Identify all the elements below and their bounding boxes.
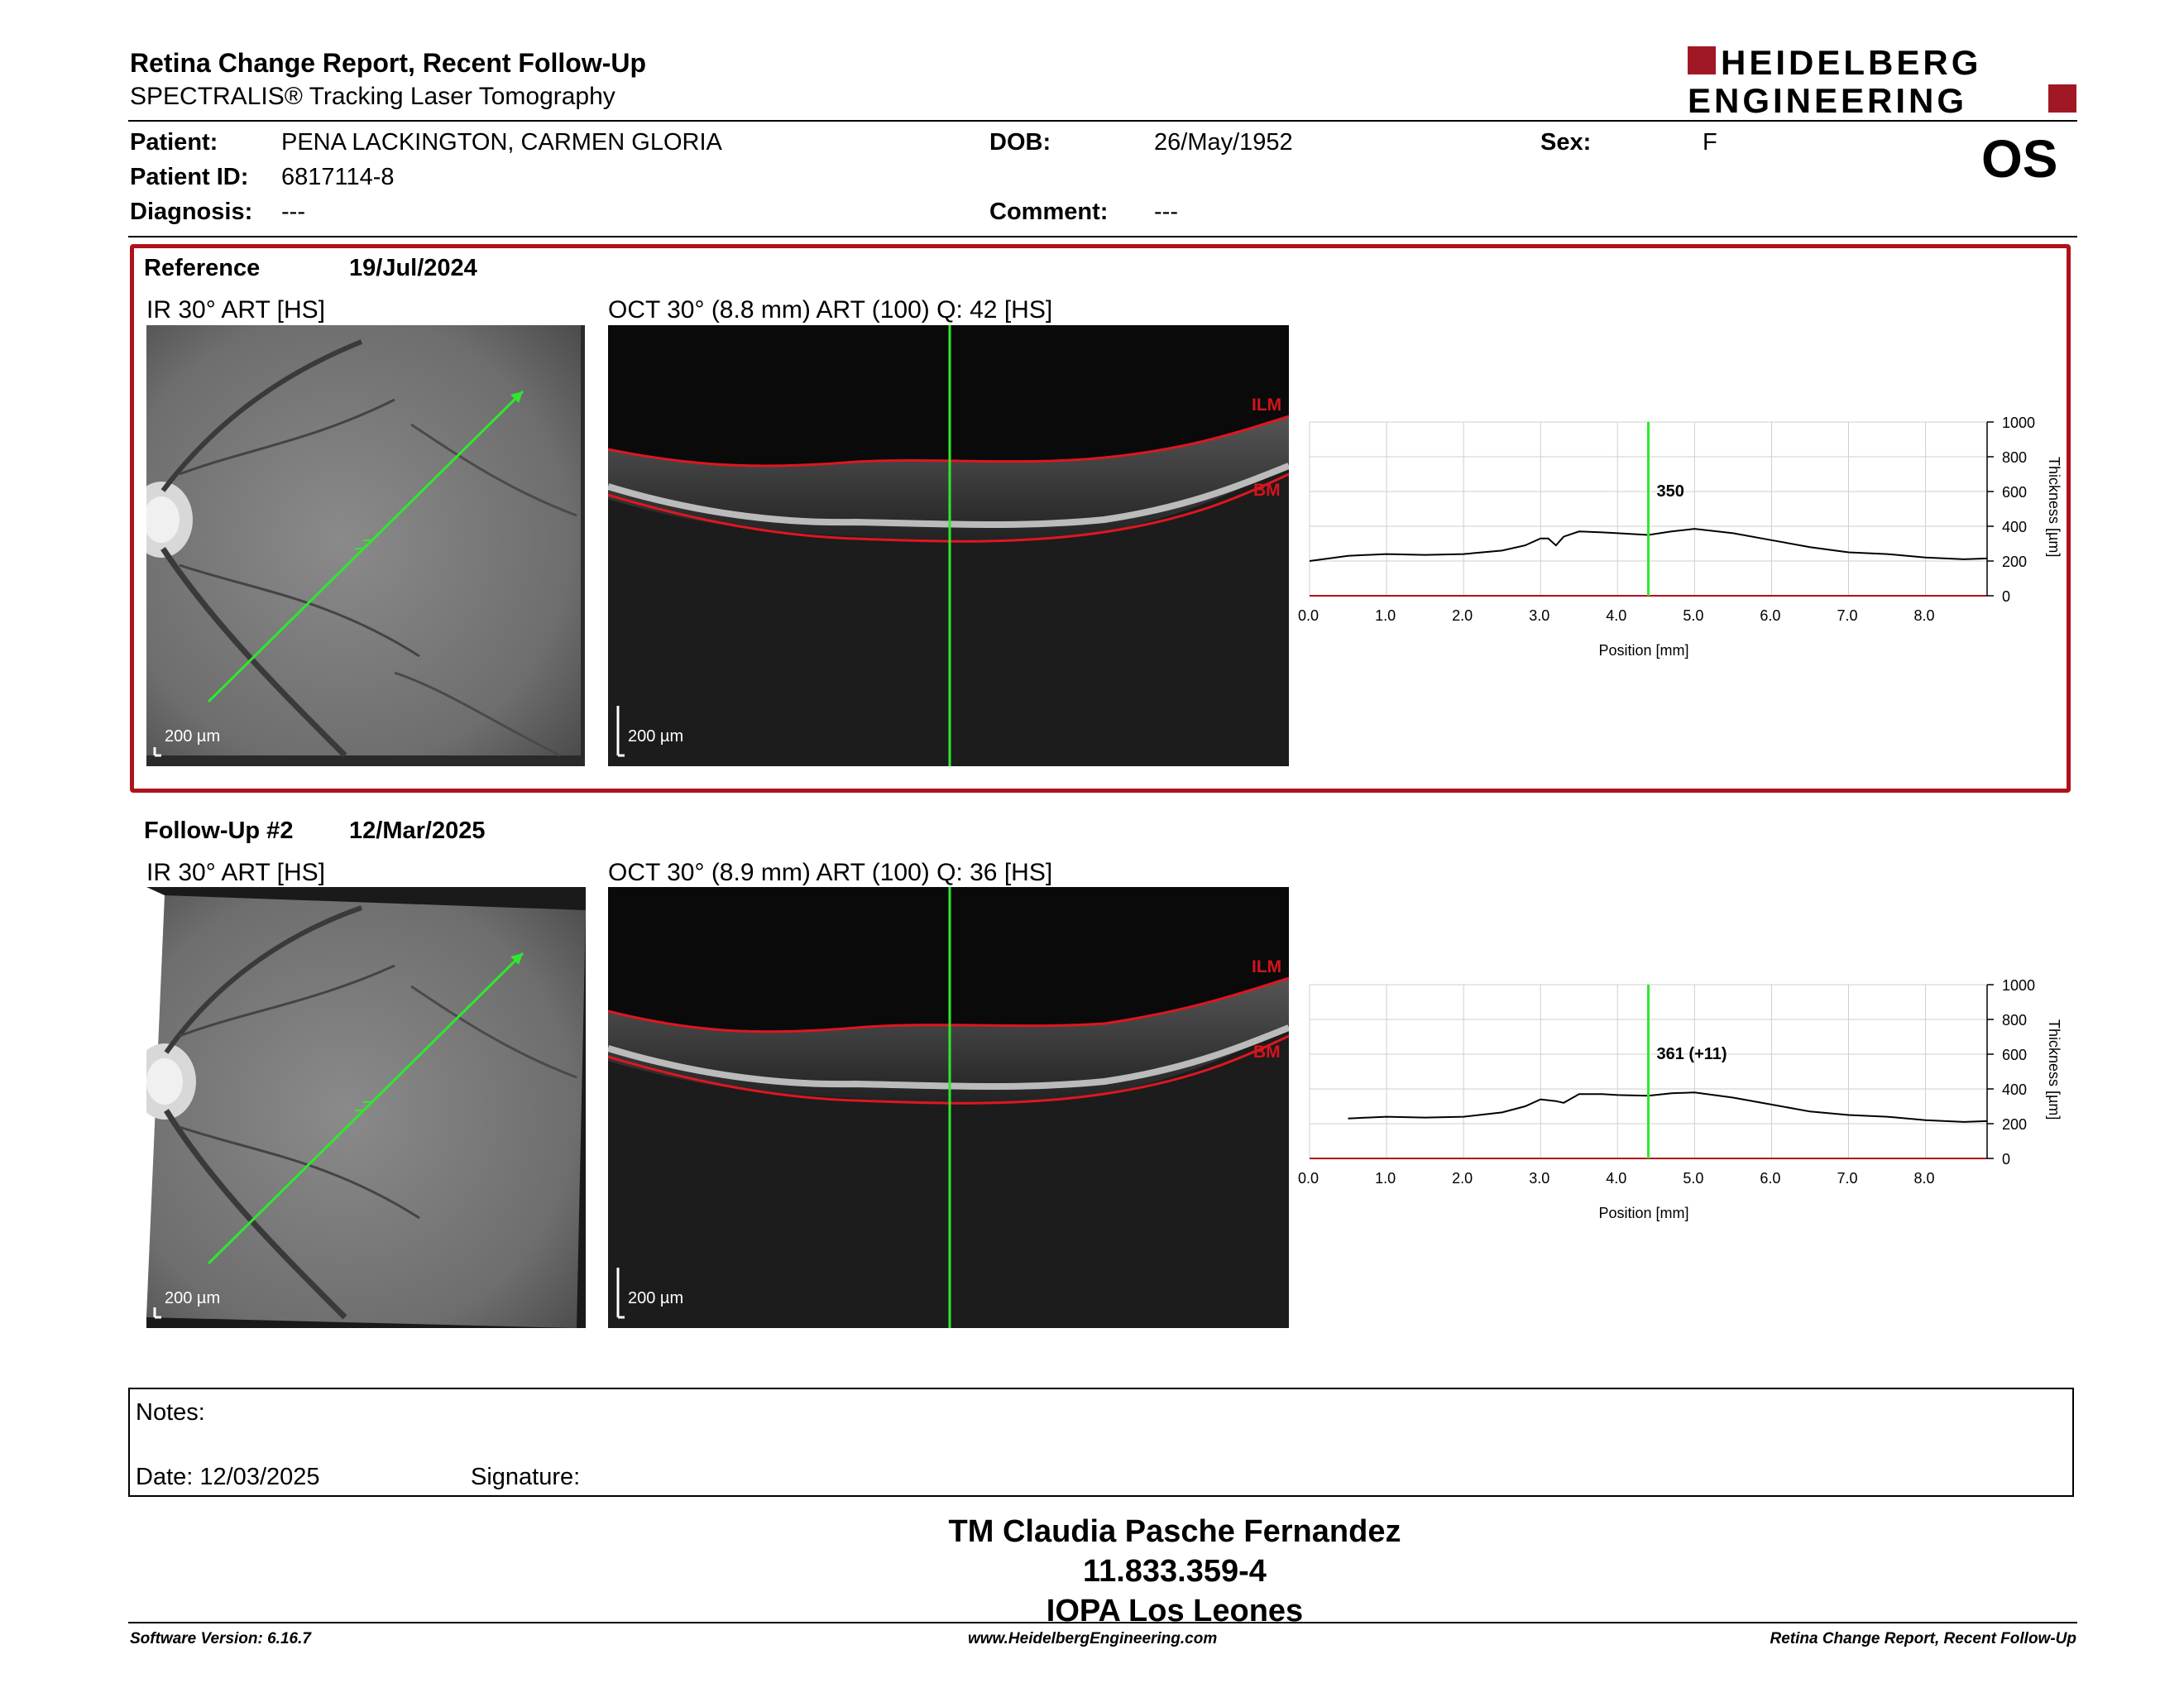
followup-chart-ytick-label: 1000 (2002, 977, 2035, 994)
followup-chart-xtick-label: 5.0 (1683, 1170, 1703, 1187)
followup-ilm-label: ILM (1252, 957, 1282, 976)
followup-chart-xtick-label: 2.0 (1452, 1170, 1473, 1187)
footer-report-name: Retina Change Report, Recent Follow-Up (1770, 1630, 2076, 1647)
followup-ir-fundus-image: 200 µm (146, 887, 586, 1328)
followup-chart-xtick-label: 8.0 (1914, 1170, 1935, 1187)
patient-id-label: Patient ID: (130, 164, 249, 190)
comment-label: Comment: (989, 199, 1109, 225)
followup-ir-scale: 200 µm (165, 1289, 221, 1307)
followup-chart-ytick-label: 400 (2002, 1081, 2027, 1098)
followup-bm-label: BM (1253, 1043, 1281, 1062)
notes-label: Notes: (136, 1399, 205, 1426)
software-version: Software Version: 6.16.7 (130, 1630, 311, 1647)
reference-chart-ytick-label: 600 (2002, 484, 2027, 501)
reference-chart-xtick-label: 6.0 (1760, 607, 1780, 624)
reference-oct-bscan: ILM BM 200 µm (608, 325, 1289, 766)
notes-date: Date: 12/03/2025 (136, 1464, 320, 1490)
reference-chart-ytick-label: 0 (2002, 588, 2010, 605)
signature-label: Signature: (471, 1464, 581, 1490)
reference-date: 19/Jul/2024 (349, 255, 477, 281)
reference-label: Reference (144, 255, 261, 281)
followup-chart-xtick-label: 3.0 (1529, 1170, 1549, 1187)
svg-text:HEIDELBERG: HEIDELBERG (1721, 43, 1981, 82)
diagnosis-label: Diagnosis: (130, 199, 253, 225)
reference-thickness-chart: 0 200 400 600 800 1000 0.0 1.0 2.0 3.0 4.0 5.0 6.0 7.… (1298, 415, 2062, 659)
followup-oct-bscan: ILM BM 200 µm (608, 887, 1289, 1328)
reference-ir-fundus-image: 200 µm (146, 325, 585, 766)
followup-chart-xtick-label: 7.0 (1837, 1170, 1857, 1187)
comment-value: --- (1154, 199, 1178, 225)
patient-divider (128, 236, 2077, 237)
dob-value: 26/May/1952 (1154, 129, 1293, 156)
reference-chart-xtick-label: 3.0 (1529, 607, 1549, 624)
reference-chart-y-axis-label: Thickness [µm] (2046, 457, 2062, 557)
reference-highlight-box (130, 244, 2071, 793)
followup-chart-thickness-line (1348, 1091, 1988, 1123)
reference-ir-scale: 200 µm (165, 727, 221, 746)
patient-name: PENA LACKINGTON, CARMEN GLORIA (281, 129, 722, 156)
followup-date: 12/Mar/2025 (349, 818, 486, 844)
heidelberg-logo: HEIDELBERG ENGINEERING (1688, 43, 2076, 120)
reference-chart-ytick-label: 200 (2002, 554, 2027, 570)
sex-label: Sex: (1540, 129, 1592, 156)
report-subtitle: SPECTRALIS® Tracking Laser Tomography (130, 83, 615, 110)
header-divider (128, 120, 2077, 122)
sex-value: F (1703, 129, 1717, 156)
followup-chart-ytick-label: 0 (2002, 1151, 2010, 1168)
reference-chart-ytick-label: 400 (2002, 519, 2027, 535)
reference-bm-label: BM (1253, 481, 1281, 500)
followup-chart-ytick-label: 200 (2002, 1116, 2027, 1133)
signer-name: TM Claudia Pasche Fernandez (948, 1514, 1401, 1549)
reference-chart-x-axis-label: Position [mm] (1599, 642, 1689, 659)
dob-label: DOB: (989, 129, 1051, 156)
reference-chart-ytick-label: 800 (2002, 449, 2027, 466)
eye-indicator: OS (1981, 129, 2058, 189)
reference-chart-xtick-label: 4.0 (1606, 607, 1626, 624)
signer-rut: 11.833.359-4 (1083, 1554, 1267, 1589)
reference-oct-scale: 200 µm (628, 727, 684, 746)
reference-chart-xtick-label: 7.0 (1837, 607, 1857, 624)
reference-chart-xtick-label: 5.0 (1683, 607, 1703, 624)
signer-clinic: IOPA Los Leones (1046, 1594, 1304, 1628)
reference-chart-xtick-label: 2.0 (1452, 607, 1473, 624)
notes-box: Notes: Date: 12/03/2025 Signature: (128, 1388, 2074, 1497)
followup-chart-xtick-label: 6.0 (1760, 1170, 1780, 1187)
patient-id: 6817114-8 (281, 164, 395, 190)
followup-chart-ytick-label: 600 (2002, 1047, 2027, 1063)
followup-chart-xtick-label: 1.0 (1375, 1170, 1396, 1187)
reference-chart-ytick-label: 1000 (2002, 415, 2035, 431)
followup-chart-x-axis-label: Position [mm] (1599, 1205, 1689, 1221)
reference-chart-thickness-line (1309, 528, 1988, 562)
reference-ir-label: IR 30° ART [HS] (146, 296, 325, 324)
followup-label: Follow-Up #2 (144, 818, 294, 844)
reference-chart-marker-value: 350 (1657, 482, 1684, 501)
diagnosis-value: --- (281, 199, 305, 225)
report-title: Retina Change Report, Recent Follow-Up (130, 48, 647, 78)
reference-chart-xtick-label: 0.0 (1298, 607, 1319, 624)
followup-chart-y-axis-label: Thickness [µm] (2046, 1019, 2062, 1120)
reference-ilm-label: ILM (1252, 396, 1282, 415)
followup-oct-label: OCT 30° (8.9 mm) ART (100) Q: 36 [HS] (608, 859, 1053, 886)
followup-oct-scale: 200 µm (628, 1289, 684, 1307)
svg-text:ENGINEERING: ENGINEERING (1688, 81, 1967, 117)
patient-label: Patient: (130, 129, 218, 156)
reference-chart-xtick-label: 1.0 (1375, 607, 1396, 624)
followup-chart-xtick-label: 0.0 (1298, 1170, 1319, 1187)
reference-oct-label: OCT 30° (8.8 mm) ART (100) Q: 42 [HS] (608, 296, 1053, 324)
reference-chart-xtick-label: 8.0 (1914, 607, 1935, 624)
followup-chart-ytick-label: 800 (2002, 1012, 2027, 1029)
followup-ir-label: IR 30° ART [HS] (146, 859, 325, 886)
footer-divider (128, 1622, 2077, 1623)
followup-thickness-chart: 0 200 400 600 800 1000 0.0 1.0 2.0 3.0 4.0 5.0 6.0 7.… (1298, 977, 2062, 1221)
followup-chart-marker-value: 361 (+11) (1657, 1045, 1727, 1063)
website-link[interactable]: www.HeidelbergEngineering.com (968, 1630, 1218, 1647)
followup-chart-xtick-label: 4.0 (1606, 1170, 1626, 1187)
